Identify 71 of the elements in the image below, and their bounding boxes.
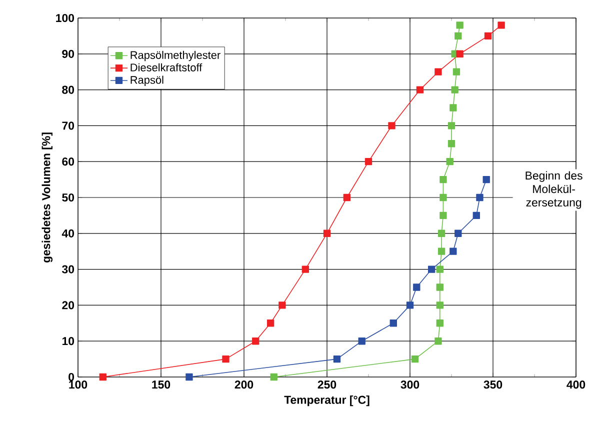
x-tick-label: 200 [234,380,254,389]
point [364,158,372,166]
point [390,320,397,327]
point [454,32,462,40]
point [222,355,230,363]
point [411,355,419,363]
annotation: Beginn des Molekül-zersetzung [526,171,582,209]
y-tick-label: 50 [62,193,74,202]
point [451,86,458,94]
x-tick-label: 250 [318,380,336,389]
point [440,176,447,184]
point [413,284,420,291]
point [270,373,278,381]
x-tick-label: 150 [152,380,170,389]
y-tick-label: 60 [62,158,74,166]
point [450,248,457,255]
point [99,373,106,381]
x-axis-title: Temperatur [°C] [284,395,370,406]
point [358,338,366,345]
x-tick-label: 100 [69,380,88,389]
point [440,212,447,220]
x-tick-label: 400 [566,380,586,389]
point [436,284,444,291]
y-tick-label: 70 [62,122,74,130]
point [302,266,310,273]
point [476,194,484,202]
point [266,320,274,327]
y-tick-label: 90 [62,50,74,58]
point [434,68,442,76]
y-tick-label: 0 [68,372,74,382]
point [186,373,193,381]
point [472,212,480,220]
legend-label: Rapsöl [130,76,164,86]
point [454,230,462,237]
point [252,338,260,345]
point [438,230,446,237]
x-tick-label: 350 [484,380,502,389]
y-axis-title: gesiedetes Volumen [%] [42,132,53,262]
legend-label: Dieselkraftstoff [130,63,202,72]
y-tick-label: 20 [62,301,74,310]
point [456,22,464,29]
point [436,320,444,327]
point [446,158,454,166]
point [434,338,442,345]
point [448,122,456,130]
point [450,104,457,112]
point [278,302,286,309]
point [482,176,490,184]
y-tick-label: 10 [62,337,74,346]
point [428,266,436,273]
point [323,230,331,237]
point [438,248,446,255]
x-tick-label: 300 [400,380,420,389]
point [498,22,505,29]
point [406,302,414,309]
point [448,140,456,148]
y-tick-label: 100 [56,14,74,22]
point [484,32,492,40]
y-tick-label: 40 [62,229,74,238]
point [416,86,424,94]
y-tick-label: 80 [62,86,74,94]
point [388,122,396,130]
point [440,194,447,202]
point [436,266,444,273]
point [456,50,464,58]
y-tick-label: 30 [62,265,74,274]
point [452,68,460,76]
point [436,302,444,309]
point [343,194,351,202]
legend-label: Rapsölmethylester [130,50,220,62]
point [333,355,341,363]
